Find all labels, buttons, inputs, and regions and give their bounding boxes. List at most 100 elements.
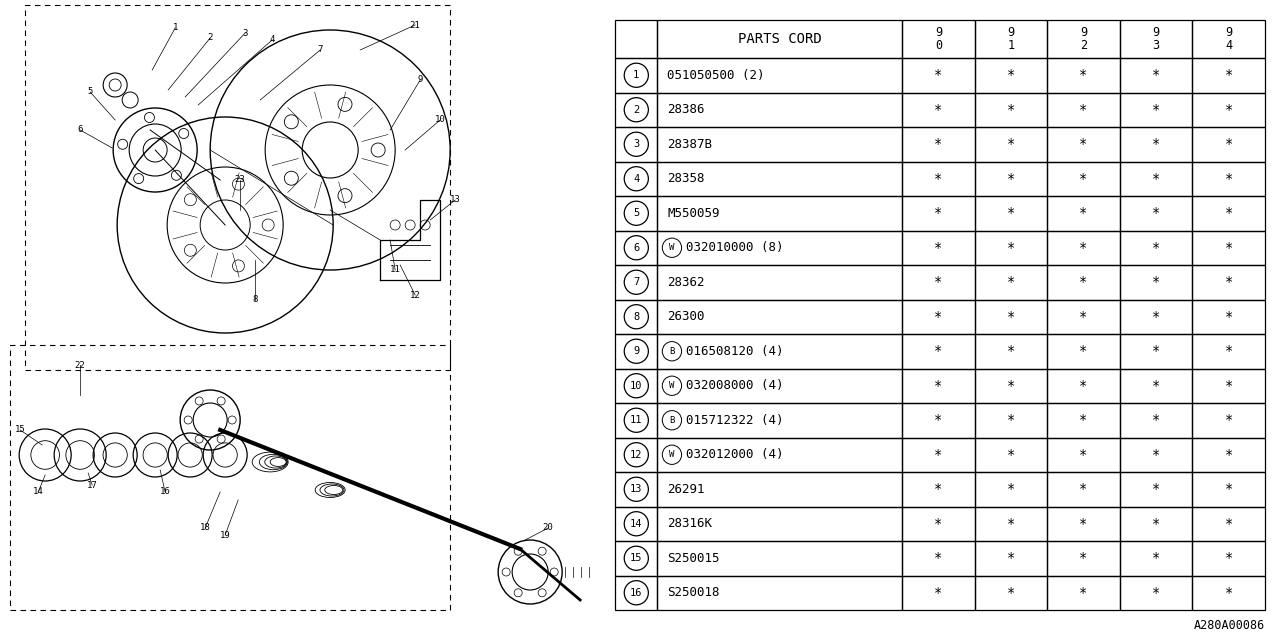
Bar: [658, 161, 902, 196]
Bar: [1193, 438, 1265, 472]
Text: *: *: [1007, 379, 1015, 393]
Bar: [616, 438, 658, 472]
Bar: [1047, 161, 1120, 196]
Bar: [1120, 300, 1193, 334]
Text: 28316K: 28316K: [667, 517, 712, 531]
Text: *: *: [934, 206, 942, 220]
Text: 11: 11: [390, 266, 401, 275]
Bar: [658, 369, 902, 403]
Text: 1: 1: [173, 24, 178, 33]
Bar: [658, 265, 902, 300]
Text: *: *: [1079, 551, 1088, 565]
Bar: [1047, 265, 1120, 300]
Text: W: W: [669, 451, 675, 460]
Text: *: *: [1152, 241, 1161, 255]
Bar: [1120, 265, 1193, 300]
Bar: [658, 541, 902, 575]
Bar: [1047, 196, 1120, 230]
Text: *: *: [1225, 586, 1233, 600]
Text: *: *: [1007, 551, 1015, 565]
Text: *: *: [1079, 137, 1088, 151]
Text: 17: 17: [87, 481, 97, 490]
Text: *: *: [1225, 379, 1233, 393]
Text: 15: 15: [630, 553, 643, 563]
Text: *: *: [1152, 413, 1161, 428]
Text: 6: 6: [634, 243, 640, 253]
Text: 10: 10: [435, 115, 445, 125]
Bar: [1120, 438, 1193, 472]
Text: 5: 5: [87, 88, 93, 97]
Bar: [975, 93, 1047, 127]
Bar: [1193, 196, 1265, 230]
Bar: [902, 265, 975, 300]
Bar: [975, 20, 1047, 58]
Bar: [658, 230, 902, 265]
Text: 11: 11: [630, 415, 643, 425]
Bar: [616, 196, 658, 230]
Text: *: *: [934, 172, 942, 186]
Text: 2: 2: [207, 33, 212, 42]
Text: *: *: [1007, 137, 1015, 151]
Text: *: *: [1079, 172, 1088, 186]
Text: 9: 9: [417, 76, 422, 84]
Text: *: *: [1152, 137, 1161, 151]
Text: *: *: [1007, 310, 1015, 324]
Bar: [1193, 161, 1265, 196]
Text: *: *: [1079, 275, 1088, 289]
Text: 1: 1: [634, 70, 640, 80]
Text: *: *: [1007, 413, 1015, 428]
Text: *: *: [1152, 344, 1161, 358]
Text: *: *: [1152, 275, 1161, 289]
Bar: [616, 300, 658, 334]
Bar: [1193, 58, 1265, 93]
Bar: [1047, 369, 1120, 403]
Text: *: *: [1007, 586, 1015, 600]
Text: *: *: [1225, 68, 1233, 83]
Bar: [902, 230, 975, 265]
Bar: [902, 403, 975, 438]
Text: *: *: [1079, 344, 1088, 358]
Text: 9
4: 9 4: [1225, 26, 1233, 52]
Text: *: *: [1007, 103, 1015, 116]
Bar: [1120, 58, 1193, 93]
Bar: [1047, 58, 1120, 93]
Text: *: *: [1007, 344, 1015, 358]
Bar: [1120, 575, 1193, 610]
Bar: [902, 438, 975, 472]
Bar: [658, 403, 902, 438]
Bar: [658, 196, 902, 230]
Text: *: *: [934, 379, 942, 393]
Text: 28358: 28358: [667, 172, 705, 185]
Text: *: *: [1079, 310, 1088, 324]
Bar: [658, 575, 902, 610]
Text: *: *: [1079, 483, 1088, 496]
Bar: [658, 472, 902, 506]
Text: *: *: [1007, 172, 1015, 186]
Bar: [975, 230, 1047, 265]
Text: *: *: [1079, 68, 1088, 83]
Text: *: *: [1152, 206, 1161, 220]
Bar: [616, 506, 658, 541]
Text: W: W: [669, 243, 675, 252]
Bar: [1120, 127, 1193, 161]
Text: A280A00086: A280A00086: [1194, 619, 1265, 632]
Text: 14: 14: [630, 519, 643, 529]
Text: W: W: [669, 381, 675, 390]
Bar: [658, 438, 902, 472]
Bar: [616, 265, 658, 300]
Bar: [616, 369, 658, 403]
Bar: [975, 438, 1047, 472]
Bar: [1193, 20, 1265, 58]
Bar: [975, 575, 1047, 610]
Bar: [902, 334, 975, 369]
Text: *: *: [1079, 413, 1088, 428]
Bar: [902, 127, 975, 161]
Text: 032010000 (8): 032010000 (8): [686, 241, 783, 254]
Bar: [1120, 196, 1193, 230]
Bar: [1047, 20, 1120, 58]
Bar: [975, 265, 1047, 300]
Bar: [902, 196, 975, 230]
Text: *: *: [934, 310, 942, 324]
Bar: [658, 93, 902, 127]
Text: PARTS CORD: PARTS CORD: [737, 32, 822, 46]
